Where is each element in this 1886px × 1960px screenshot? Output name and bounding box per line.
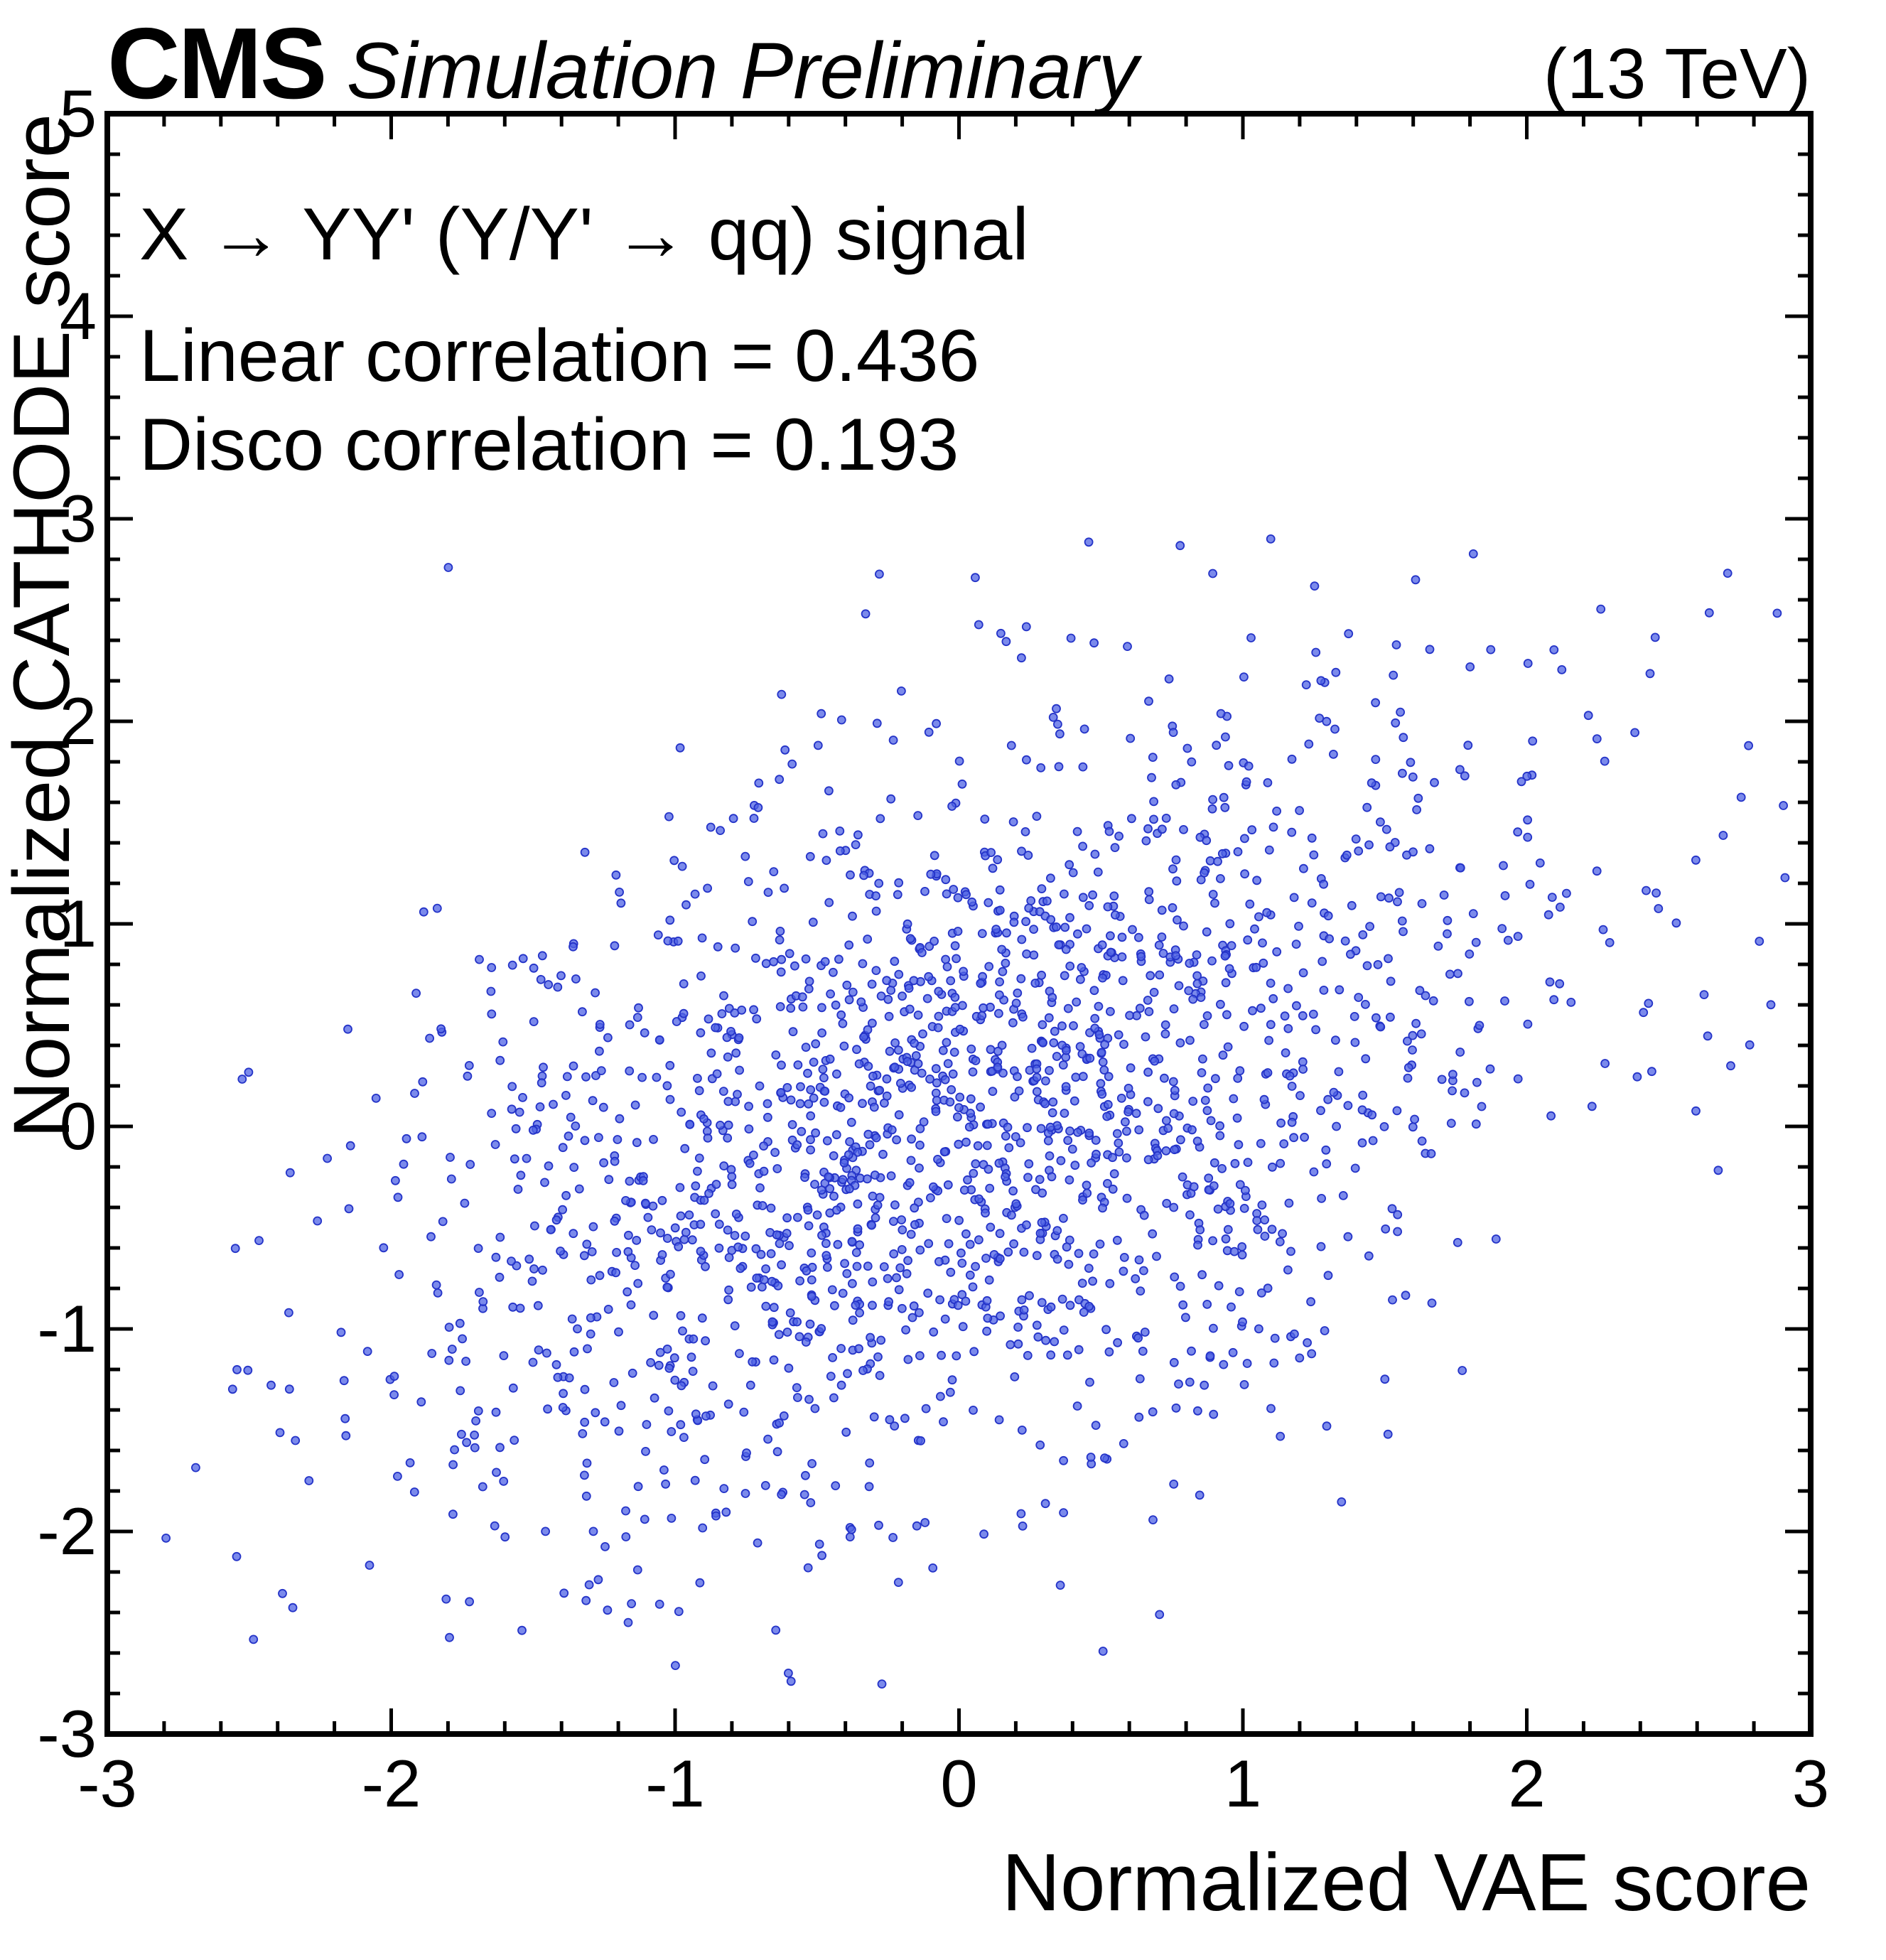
plot-annotations: X → YY' (Y/Y' → qq) signal Linear correl… <box>139 190 1029 489</box>
x-tick-label: 0 <box>940 1746 978 1821</box>
y-tick-label: 2 <box>59 684 97 758</box>
x-tick-label: 3 <box>1791 1746 1830 1821</box>
x-tick-label: -3 <box>77 1746 137 1821</box>
y-tick-label: 0 <box>59 1089 97 1163</box>
y-tick-label: -1 <box>37 1291 97 1366</box>
linear-correlation-label: Linear correlation = 0.436 <box>139 314 980 397</box>
x-axis-title: Normalized VAE score <box>1001 1838 1811 1928</box>
experiment-label: CMS <box>107 7 328 120</box>
y-tick-label: 3 <box>59 481 97 556</box>
y-tick-label: 4 <box>59 279 97 353</box>
x-tick-label: 2 <box>1508 1746 1546 1821</box>
y-axis-title: Normalized CATHODE score <box>0 114 86 1138</box>
x-tick-label: 1 <box>1224 1746 1262 1821</box>
y-tick-label: -2 <box>37 1494 97 1568</box>
simulation-preliminary-label: Simulation Preliminary <box>346 26 1138 115</box>
disco-correlation-label: Disco correlation = 0.193 <box>139 403 959 486</box>
x-tick-label: -1 <box>645 1746 705 1821</box>
plot-header: CMS Simulation Preliminary (13 TeV) <box>107 6 1811 122</box>
y-tick-label: 1 <box>59 886 97 961</box>
y-tick-label: -3 <box>37 1696 97 1771</box>
process-label: X → YY' (Y/Y' → qq) signal <box>139 193 1029 276</box>
plot-frame <box>104 111 1814 1737</box>
y-tick-label: 5 <box>59 76 97 151</box>
scatter-points <box>161 534 1790 1689</box>
x-tick-label: -2 <box>361 1746 421 1821</box>
energy-label: (13 TeV) <box>1543 34 1811 114</box>
